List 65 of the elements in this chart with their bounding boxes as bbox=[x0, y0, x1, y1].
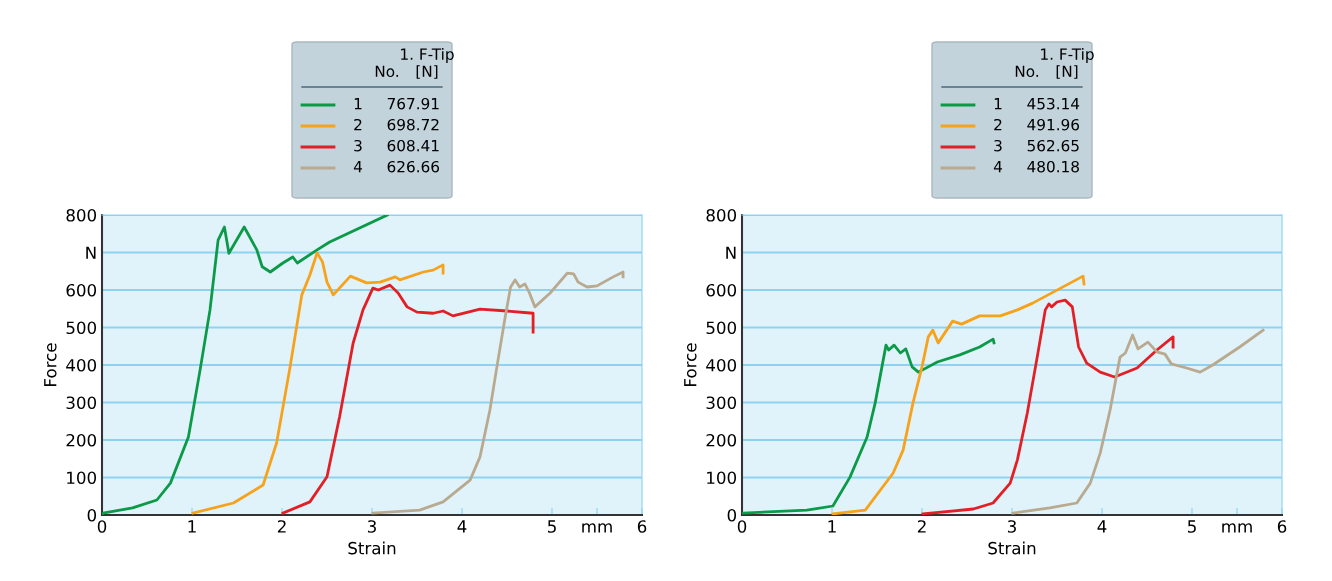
x-axis-title: Strain bbox=[988, 541, 1036, 555]
x-tick-label: 3 bbox=[1007, 520, 1016, 533]
y-tick-label: 300 bbox=[66, 396, 97, 410]
line-series bbox=[921, 298, 1175, 515]
y-tick-label: 400 bbox=[706, 358, 737, 372]
y-tick-label: 400 bbox=[66, 358, 97, 372]
legend-label: 2 bbox=[354, 118, 362, 131]
text: 491.96 bbox=[1027, 118, 1080, 131]
line-series bbox=[371, 270, 625, 515]
legend-label: 3 bbox=[354, 139, 362, 152]
y-tick-label: 500 bbox=[66, 321, 97, 335]
legend-title: No. bbox=[1015, 65, 1039, 78]
text: 1. F-Tip [N] bbox=[1041, 48, 1094, 79]
x-tick-label: 6 bbox=[1277, 520, 1287, 533]
y-tick-label: 100 bbox=[67, 471, 97, 485]
x-tick-label: 5 bbox=[1187, 520, 1196, 533]
legend-label: 1 bbox=[354, 98, 362, 110]
x-tick-label: 6 bbox=[637, 520, 647, 533]
x-tick-label: mm bbox=[582, 523, 612, 533]
y-tick-label: 0 bbox=[87, 508, 97, 522]
y-tick-label: 200 bbox=[706, 433, 737, 447]
text: 626.66 bbox=[387, 160, 440, 173]
x-axis-title: Strain bbox=[348, 541, 396, 555]
y-tick-label: 500 bbox=[706, 321, 737, 335]
y-tick-label: 300 bbox=[706, 396, 737, 410]
text: 480.18 bbox=[1027, 160, 1079, 173]
text: 608.41 bbox=[387, 139, 439, 152]
legend-label: 1 bbox=[994, 98, 1002, 110]
line-series bbox=[831, 274, 1086, 515]
text: 453.14 bbox=[1027, 97, 1080, 110]
y-axis-title: Force bbox=[44, 343, 57, 386]
x-tick-label: mm bbox=[1222, 523, 1252, 533]
y-tick-label: 800 bbox=[706, 208, 737, 222]
y-tick-label: N bbox=[86, 246, 96, 259]
legend-label: 4 bbox=[353, 161, 362, 173]
x-tick-label: 5 bbox=[547, 520, 556, 533]
x-tick-label: 0 bbox=[97, 520, 107, 533]
legend-label: 4 bbox=[993, 161, 1002, 173]
y-tick-label: N bbox=[726, 246, 736, 259]
line-series bbox=[742, 337, 996, 515]
x-tick-label: 1 bbox=[828, 520, 836, 533]
line-series bbox=[281, 283, 535, 515]
y-axis-title: Force bbox=[684, 343, 697, 386]
x-tick-label: 4 bbox=[457, 520, 467, 533]
legend-label: 2 bbox=[994, 118, 1002, 131]
x-tick-label: 0 bbox=[737, 520, 747, 533]
legend-label: 3 bbox=[994, 139, 1002, 152]
text: 698.72 bbox=[387, 118, 439, 131]
x-tick-label: 4 bbox=[1097, 520, 1107, 533]
x-tick-label: 2 bbox=[277, 520, 286, 533]
y-tick-label: 800 bbox=[66, 208, 97, 222]
x-tick-label: 2 bbox=[917, 520, 926, 533]
text: 1. F-Tip [N] bbox=[401, 48, 454, 79]
text: 562.65 bbox=[1027, 139, 1079, 152]
legend-title: No. bbox=[375, 65, 399, 78]
x-tick-label: 3 bbox=[367, 520, 376, 533]
y-tick-label: 600 bbox=[706, 283, 737, 297]
y-tick-label: 200 bbox=[66, 433, 97, 447]
line-series bbox=[191, 251, 445, 515]
y-tick-label: 600 bbox=[66, 283, 97, 297]
x-tick-label: 1 bbox=[188, 520, 196, 533]
text: 767.91 bbox=[387, 97, 439, 110]
line-series bbox=[1011, 328, 1265, 515]
y-tick-label: 0 bbox=[727, 508, 737, 522]
y-tick-label: 100 bbox=[707, 471, 737, 485]
